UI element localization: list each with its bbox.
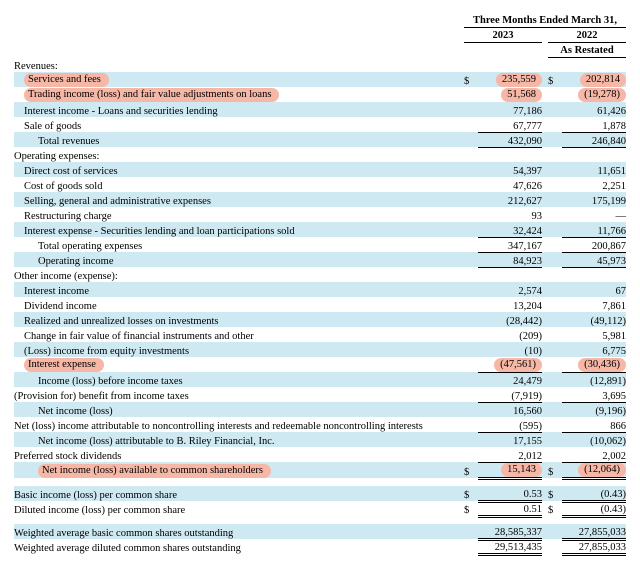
row-wavg-dil: Weighted average diluted common shares o… (14, 539, 464, 554)
tot-rev-2022: 246,840 (562, 132, 626, 147)
as-restated: As Restated (548, 42, 626, 57)
row-int-inc-loans: Interest income - Loans and securities l… (14, 102, 464, 117)
tot-rev-2023: 432,090 (478, 132, 542, 147)
row-dcos: Direct cost of services (14, 162, 464, 177)
col-2023: 2023 (464, 27, 542, 42)
int-inc-loans-2022: 61,426 (562, 102, 626, 117)
row-int-inc: Interest income (14, 282, 464, 297)
row-pref-div: Preferred stock dividends (14, 447, 464, 462)
row-net-inc: Net income (loss) (14, 402, 464, 417)
row-diluted-eps: Diluted income (loss) per common share (14, 501, 464, 516)
services-fees-2023: 235,559 (496, 73, 542, 87)
row-chg-fv: Change in fair value of financial instru… (14, 327, 464, 342)
int-inc-loans-2023: 77,186 (478, 102, 542, 117)
row-tot-opex: Total operating expenses (14, 237, 464, 252)
row-int-exp: Interest expense (24, 358, 104, 372)
trading-2023: 51,568 (501, 88, 542, 102)
row-real-unreal: Realized and unrealized losses on invest… (14, 312, 464, 327)
row-sga: Selling, general and administrative expe… (14, 192, 464, 207)
row-nci: Net (loss) income attributable to noncon… (14, 417, 464, 432)
row-prov-tax: (Provision for) benefit from income taxe… (14, 387, 464, 402)
other-header: Other income (expense): (14, 267, 464, 282)
trading-2022: (19,278) (578, 88, 626, 102)
revenues-header: Revenues: (14, 57, 464, 72)
row-tot-rev: Total revenues (14, 132, 464, 147)
row-attr-br: Net income (loss) attributable to B. Ril… (14, 432, 464, 447)
row-sale-goods: Sale of goods (14, 117, 464, 132)
row-restr: Restructuring charge (14, 207, 464, 222)
sale-goods-2022: 1,878 (562, 117, 626, 132)
row-wavg-basic: Weighted average basic common shares out… (14, 524, 464, 539)
row-services-fees: Services and fees (24, 73, 109, 87)
row-avail-common: Net income (loss) available to common sh… (38, 464, 271, 478)
col-2022: 2022 (548, 27, 626, 42)
row-div-inc: Dividend income (14, 297, 464, 312)
opex-header: Operating expenses: (14, 147, 464, 162)
row-inc-bt: Income (loss) before income taxes (14, 372, 464, 387)
sym: $ (464, 72, 478, 87)
row-cogs: Cost of goods sold (14, 177, 464, 192)
row-opinc: Operating income (14, 252, 464, 267)
services-fees-2022: 202,814 (580, 73, 626, 87)
row-trading: Trading income (loss) and fair value adj… (24, 88, 279, 102)
row-eq-inv: (Loss) income from equity investments (14, 342, 464, 357)
sale-goods-2023: 67,777 (478, 117, 542, 132)
row-int-exp-sec: Interest expense - Securities lending an… (14, 222, 464, 237)
period-header: Three Months Ended March 31, (464, 12, 626, 27)
row-basic-eps: Basic income (loss) per common share (14, 486, 464, 501)
income-statement-table: Three Months Ended March 31, 2023 2022 A… (14, 12, 626, 556)
